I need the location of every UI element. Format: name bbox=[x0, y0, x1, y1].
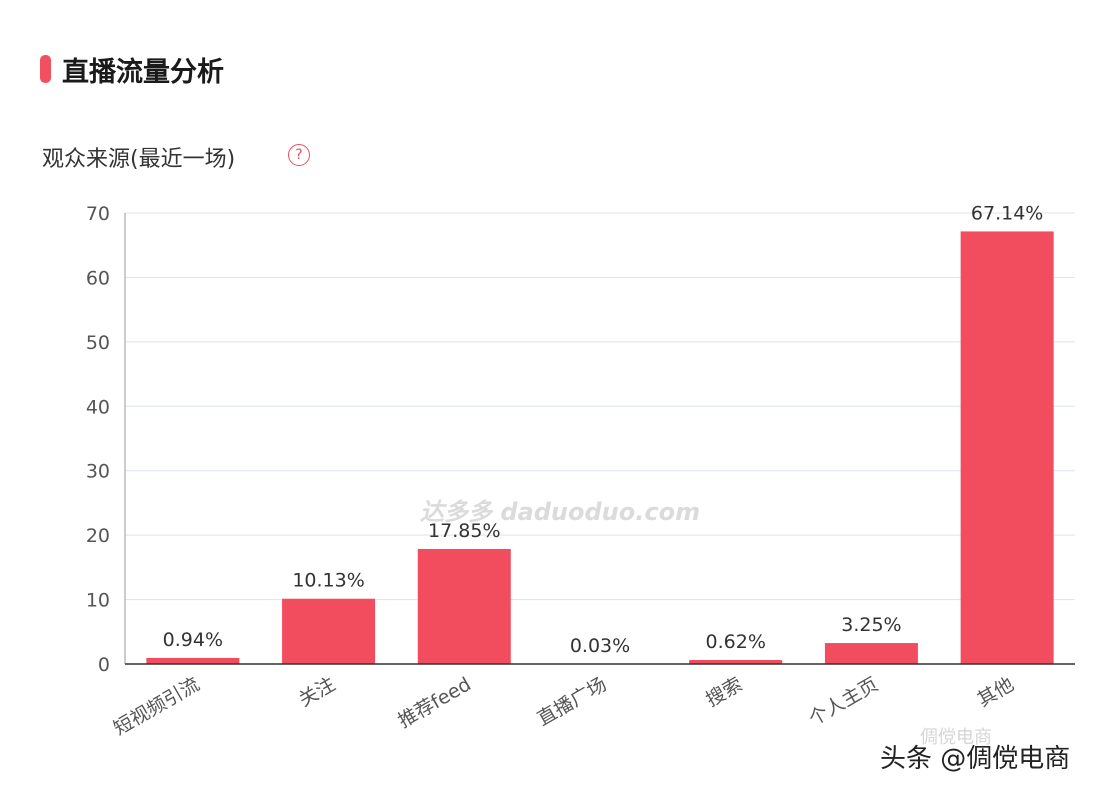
x-tick-label: 个人主页 bbox=[805, 673, 882, 730]
page-title: 直播流量分析 bbox=[62, 57, 224, 88]
x-tick-label: 搜索 bbox=[702, 673, 746, 711]
y-tick-label: 40 bbox=[86, 396, 110, 418]
x-tick-label: 其他 bbox=[974, 673, 1018, 711]
data-label: 17.85% bbox=[428, 520, 500, 542]
x-tick-label: 直播广场 bbox=[534, 673, 611, 730]
question-circle-icon[interactable]: ? bbox=[288, 144, 310, 166]
data-label: 10.13% bbox=[292, 570, 364, 592]
watermark: 达多多 daduoduo.com bbox=[420, 498, 700, 526]
bar bbox=[282, 598, 376, 664]
bar bbox=[146, 657, 240, 664]
y-tick-label: 30 bbox=[86, 461, 110, 483]
y-tick-label: 60 bbox=[86, 267, 110, 289]
credit-watermark: 头条 @倜傥电商 bbox=[880, 744, 1071, 774]
bar bbox=[689, 660, 783, 664]
data-label: 0.94% bbox=[163, 629, 223, 651]
y-tick-label: 0 bbox=[98, 654, 110, 676]
bar bbox=[417, 548, 511, 664]
y-tick-label: 20 bbox=[86, 525, 110, 547]
faint-credit-watermark: 倜傥电商 bbox=[920, 727, 992, 748]
data-label: 3.25% bbox=[841, 614, 901, 636]
y-tick-label: 50 bbox=[86, 332, 110, 354]
x-tick-label: 推荐feed bbox=[394, 673, 474, 732]
x-tick-label: 关注 bbox=[295, 673, 339, 711]
y-tick-label: 10 bbox=[86, 590, 110, 612]
data-label: 67.14% bbox=[971, 202, 1043, 224]
data-label: 0.03% bbox=[570, 635, 630, 657]
bar bbox=[960, 231, 1054, 664]
x-tick-label: 短视频引流 bbox=[110, 673, 203, 740]
bar bbox=[824, 643, 918, 664]
data-label: 0.62% bbox=[706, 631, 766, 653]
chart-subtitle: 观众来源(最近一场) bbox=[42, 147, 236, 172]
y-tick-label: 70 bbox=[86, 203, 110, 225]
title-accent-bar bbox=[40, 55, 51, 83]
